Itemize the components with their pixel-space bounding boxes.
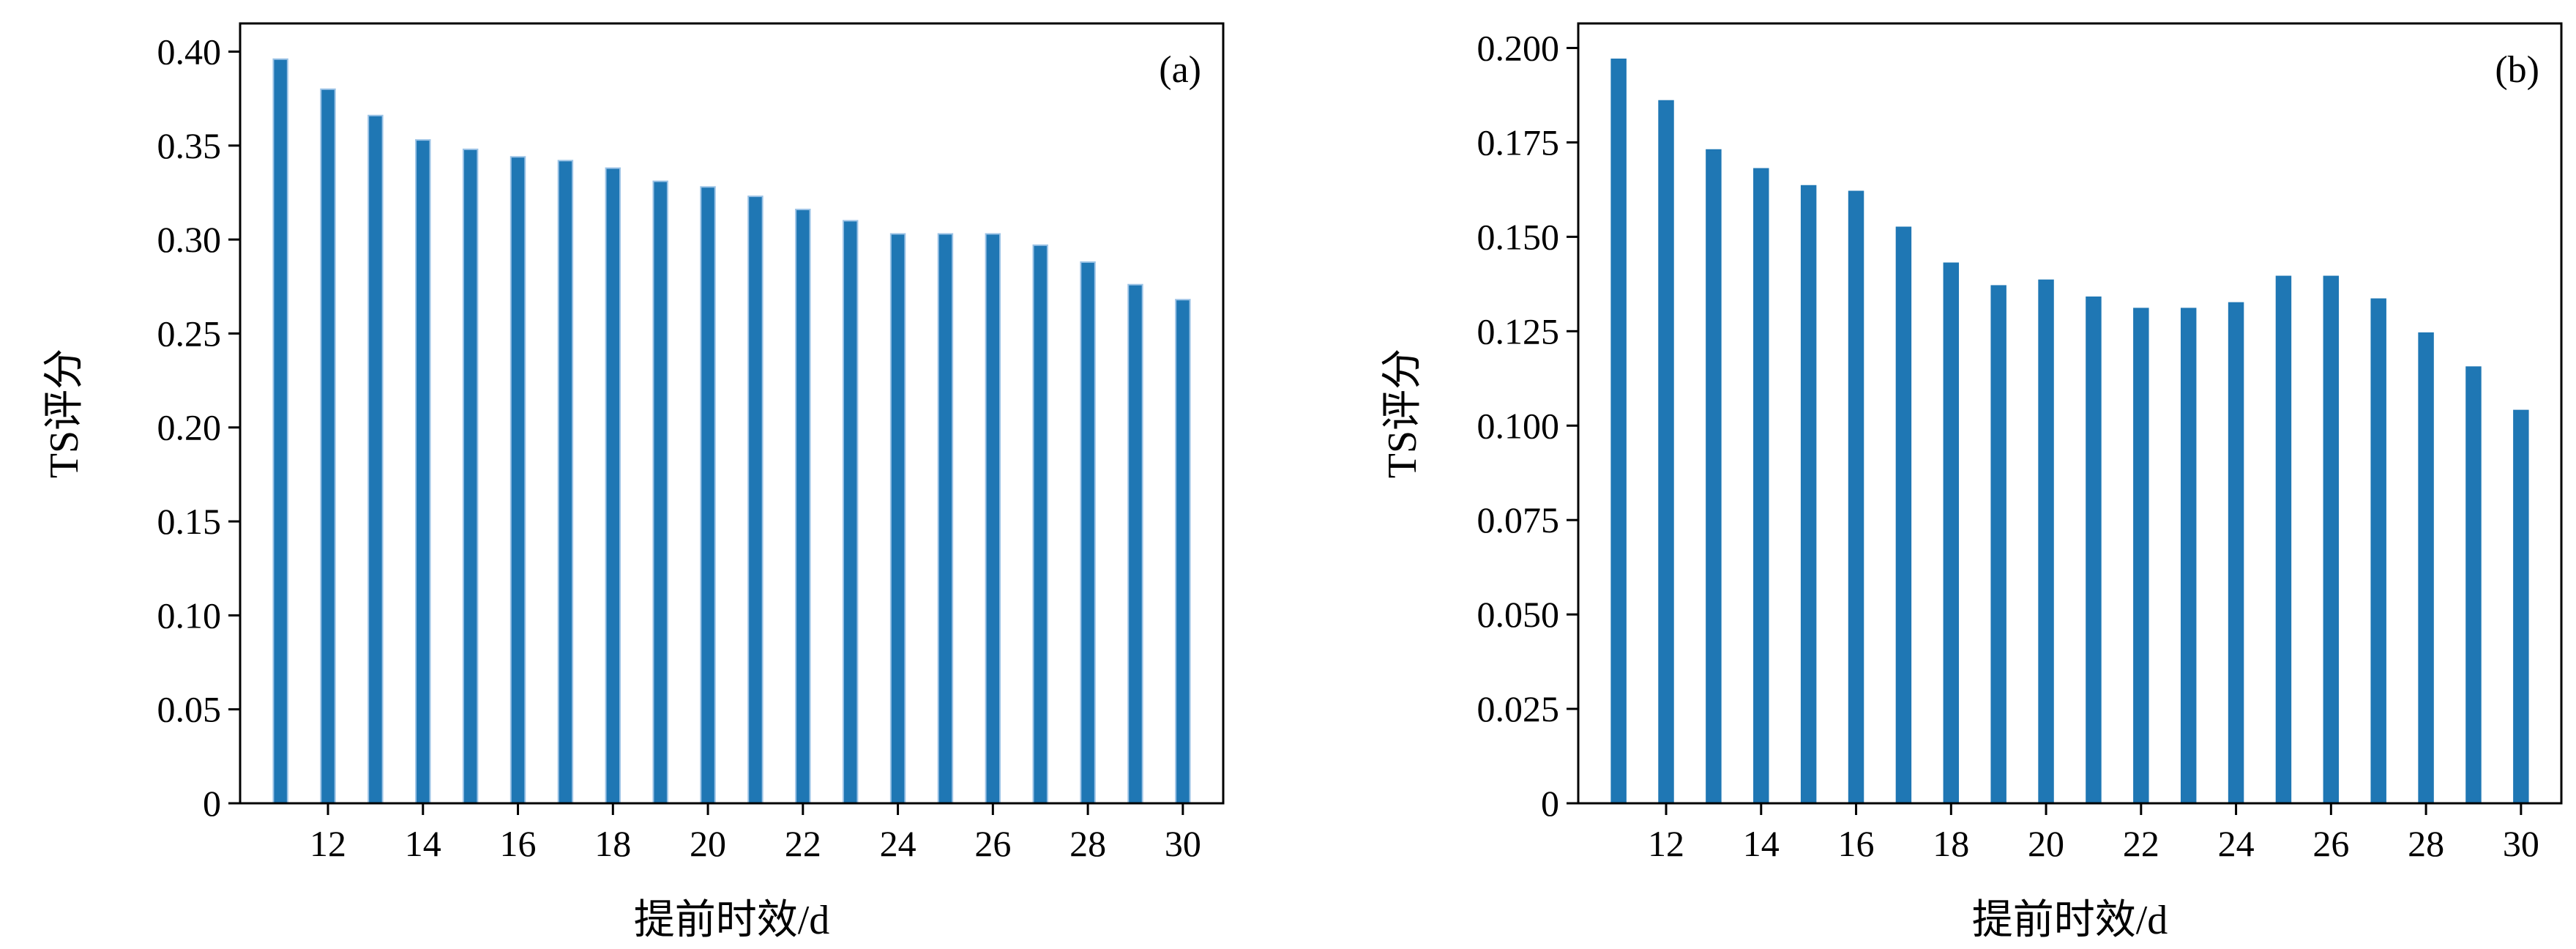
- panel-b-bar: [2180, 308, 2197, 804]
- panel-a-x-tick-label: 20: [690, 823, 726, 864]
- panel-a-bar: [842, 220, 859, 804]
- panel-a-bar: [700, 186, 716, 804]
- panel-b-bar: [2228, 302, 2244, 804]
- panel-a-x-tick-label: 16: [500, 823, 537, 864]
- panel-a-bar: [795, 209, 811, 804]
- panel-a-x-tick-label: 18: [594, 823, 631, 864]
- panel-a-label: (a): [1159, 49, 1201, 91]
- panel-a-y-tick-label: 0.10: [157, 595, 222, 636]
- panel-a-bar: [1080, 261, 1096, 805]
- panel-a: 0 0.05 0.10 0.15 0.20 0.25 0.30 0.35 0.40 12 14 16 1…: [42, 22, 1225, 943]
- panel-a-bar: [462, 148, 479, 804]
- panel-a-bar: [1032, 244, 1048, 804]
- panel-a-x-tick-label: 12: [310, 823, 346, 864]
- panel-a-y-tick-label: 0.30: [157, 219, 222, 260]
- panel-b-x-axis-title: 提前时效/d: [1972, 898, 2168, 943]
- panel-a-x-tick-label: 22: [785, 823, 821, 864]
- panel-b-bar: [1800, 185, 1817, 804]
- panel-b-bar: [2038, 279, 2054, 804]
- panel-b: 0 0.025 0.050 0.075 0.100 0.125 0.150 0.175 0.20…: [1380, 22, 2563, 943]
- panel-b-y-tick-label: 0.200: [1477, 28, 1560, 69]
- panel-b-y-tick-label: 0.125: [1477, 310, 1560, 351]
- panel-b-y-tick-label: 0.075: [1477, 499, 1560, 540]
- panel-b-x-tick-label: 14: [1743, 823, 1780, 864]
- panel-a-bar: [415, 139, 431, 805]
- panel-b-y-tick-label: 0.100: [1477, 405, 1560, 446]
- panel-a-x-tick-label: 30: [1165, 823, 1201, 864]
- panel-a-y-axis-title: TS评分: [42, 349, 87, 478]
- panel-a-bar: [652, 180, 668, 804]
- panel-b-x-tick-label: 24: [2218, 823, 2255, 864]
- panel-a-bar: [1175, 299, 1191, 804]
- panel-b-x-tick-label: 22: [2123, 823, 2159, 864]
- panel-b-bar: [2133, 308, 2149, 804]
- panel-b-x-tick-label: 20: [2028, 823, 2064, 864]
- panel-b-bar: [1943, 262, 1960, 804]
- panel-b-x-tick-label: 30: [2503, 823, 2539, 864]
- panel-a-axes-frame: [239, 22, 1225, 805]
- panel-a-x-axis-title: 提前时效/d: [634, 898, 830, 943]
- panel-a-bar: [985, 233, 1001, 805]
- panel-a-y-tick-label: 0.40: [157, 31, 222, 72]
- panel-b-bar: [2465, 366, 2482, 804]
- panel-a-bar: [937, 233, 954, 805]
- panel-b-bar: [2370, 298, 2386, 804]
- panel-b-y-tick-label: 0.050: [1477, 594, 1560, 635]
- panel-a-y-tick-label: 0.25: [157, 313, 222, 354]
- panel-a-bar: [509, 156, 526, 804]
- panel-a-bar: [1127, 283, 1143, 804]
- panel-b-y-axis-title: TS评分: [1380, 349, 1425, 478]
- panel-b-bar: [2323, 275, 2340, 805]
- panel-b-y-tick-label: 0.150: [1477, 216, 1560, 257]
- panel-a-y-tick-label: 0.15: [157, 501, 222, 542]
- panel-a-bar: [320, 88, 336, 804]
- panel-b-bar: [2275, 275, 2292, 805]
- panel-b-y-tick-label: 0: [1541, 783, 1559, 824]
- panel-b-bar: [1990, 285, 2006, 804]
- panel-a-x-tick-label: 24: [880, 823, 916, 864]
- panel-a-y-tick-label: 0.05: [157, 689, 222, 730]
- panel-b-bar: [2418, 332, 2434, 805]
- panel-a-bar: [367, 114, 384, 804]
- panel-b-bar: [2513, 409, 2529, 804]
- panel-b-bar: [1706, 149, 1722, 804]
- panel-b-x-tick-label: 26: [2312, 823, 2349, 864]
- panel-b-bar: [1848, 190, 1864, 804]
- panel-a-y-tick-label: 0: [203, 783, 221, 824]
- panel-a-bar: [605, 167, 621, 805]
- panel-b-x-tick-label: 18: [1933, 823, 1969, 864]
- panel-a-x-tick-label: 14: [405, 823, 441, 864]
- panel-b-x-tick-label: 12: [1648, 823, 1684, 864]
- panel-b-label: (b): [2495, 49, 2539, 91]
- panel-b-y-tick-label: 0.025: [1477, 688, 1560, 729]
- panel-b-bar: [2086, 296, 2102, 805]
- panel-a-bar: [747, 196, 764, 805]
- panel-b-bar: [1658, 100, 1674, 805]
- panel-b-bar: [1610, 59, 1627, 804]
- panel-a-bar: [557, 160, 574, 804]
- panel-a-bar: [272, 58, 288, 804]
- panel-b-x-tick-label: 28: [2408, 823, 2444, 864]
- panel-a-x-tick-label: 26: [974, 823, 1011, 864]
- panel-a-x-tick-label: 28: [1069, 823, 1106, 864]
- panel-b-y-tick-label: 0.175: [1477, 122, 1560, 163]
- panel-b-x-tick-label: 16: [1838, 823, 1875, 864]
- panel-b-bar: [1753, 168, 1769, 804]
- panel-b-axes-frame: [1577, 22, 2563, 805]
- panel-b-bar: [1895, 226, 1912, 804]
- panel-a-y-tick-label: 0.20: [157, 407, 222, 448]
- panel-a-y-tick-label: 0.35: [157, 125, 222, 166]
- panel-a-bar: [889, 233, 906, 805]
